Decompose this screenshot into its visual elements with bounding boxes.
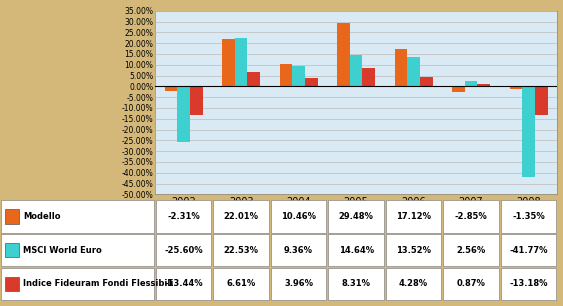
Bar	[501, 267, 556, 300]
Bar	[280, 64, 292, 86]
Bar	[386, 200, 441, 233]
Text: 4.28%: 4.28%	[399, 279, 428, 289]
Bar	[386, 267, 441, 300]
Bar	[5, 277, 19, 291]
Bar	[156, 267, 211, 300]
Bar	[1, 234, 154, 267]
Bar	[420, 77, 432, 86]
Text: 10.46%: 10.46%	[281, 212, 316, 221]
Text: 2.56%: 2.56%	[457, 246, 486, 255]
Bar	[235, 38, 247, 86]
Bar	[444, 200, 499, 233]
Bar	[247, 72, 260, 86]
Bar	[177, 86, 190, 142]
Bar	[190, 86, 203, 115]
Bar	[363, 68, 375, 86]
Bar	[164, 86, 177, 91]
Bar	[5, 243, 19, 257]
Text: -13.44%: -13.44%	[164, 279, 203, 289]
Text: 29.48%: 29.48%	[339, 212, 373, 221]
Bar	[328, 234, 384, 267]
Text: 17.12%: 17.12%	[396, 212, 431, 221]
Bar	[350, 55, 363, 86]
Bar	[213, 234, 269, 267]
Bar	[477, 84, 490, 86]
Bar	[452, 86, 465, 92]
Bar	[386, 234, 441, 267]
Text: 13.52%: 13.52%	[396, 246, 431, 255]
Bar	[1, 200, 154, 233]
Bar	[328, 267, 384, 300]
Bar	[465, 81, 477, 86]
Text: 22.53%: 22.53%	[224, 246, 258, 255]
Text: 0.87%: 0.87%	[457, 279, 485, 289]
Bar	[271, 234, 326, 267]
Bar	[213, 267, 269, 300]
Text: 22.01%: 22.01%	[224, 212, 258, 221]
Bar	[395, 49, 407, 86]
Text: Indice Fideuram Fondi Flessibili: Indice Fideuram Fondi Flessibili	[23, 279, 173, 289]
Bar	[444, 234, 499, 267]
Bar	[271, 267, 326, 300]
Bar	[444, 267, 499, 300]
Bar	[292, 66, 305, 86]
Bar	[328, 200, 384, 233]
Bar	[337, 23, 350, 86]
Bar	[213, 200, 269, 233]
Bar	[156, 234, 211, 267]
Bar	[271, 200, 326, 233]
Bar	[535, 86, 548, 115]
Bar	[305, 78, 318, 86]
Text: 9.36%: 9.36%	[284, 246, 313, 255]
Bar	[407, 57, 420, 86]
Text: -13.18%: -13.18%	[510, 279, 548, 289]
Text: -2.85%: -2.85%	[455, 212, 488, 221]
Text: MSCI World Euro: MSCI World Euro	[23, 246, 102, 255]
Text: Modello: Modello	[23, 212, 61, 221]
Bar	[1, 267, 154, 300]
Bar	[501, 234, 556, 267]
Text: 6.61%: 6.61%	[226, 279, 256, 289]
Bar	[510, 86, 522, 89]
Bar	[222, 39, 235, 86]
Text: -25.60%: -25.60%	[164, 246, 203, 255]
Text: -41.77%: -41.77%	[510, 246, 548, 255]
Bar	[156, 200, 211, 233]
Bar	[501, 200, 556, 233]
Bar	[5, 209, 19, 224]
Text: 14.64%: 14.64%	[338, 246, 374, 255]
Bar	[522, 86, 535, 177]
Text: -2.31%: -2.31%	[167, 212, 200, 221]
Text: 8.31%: 8.31%	[342, 279, 370, 289]
Text: -1.35%: -1.35%	[512, 212, 545, 221]
Text: 3.96%: 3.96%	[284, 279, 313, 289]
